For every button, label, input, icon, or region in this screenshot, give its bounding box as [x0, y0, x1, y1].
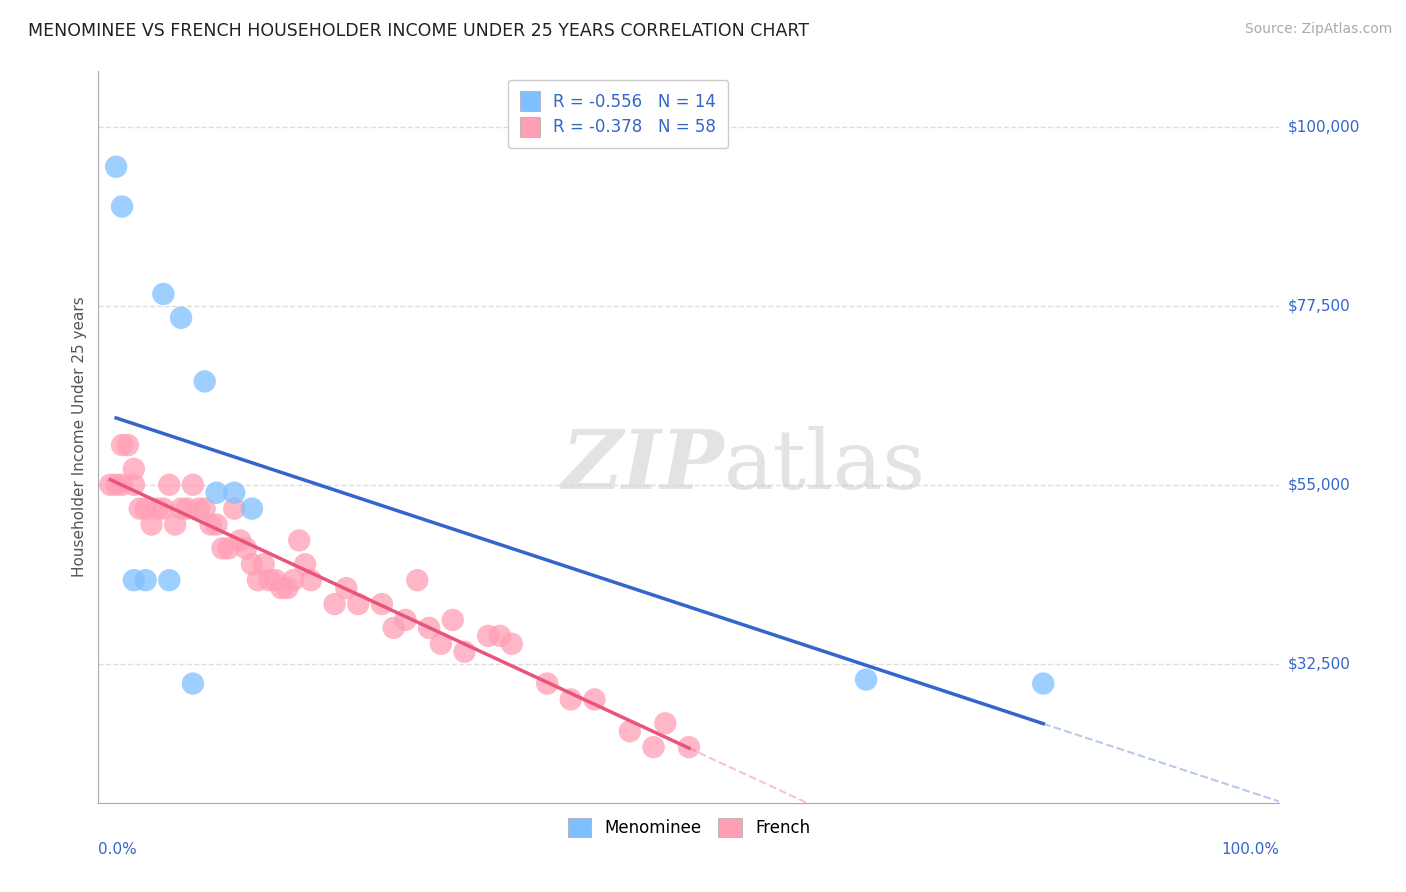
Point — [335, 581, 357, 595]
Point — [105, 160, 128, 174]
Point — [170, 310, 193, 325]
Point — [855, 673, 877, 687]
Point — [619, 724, 641, 739]
Y-axis label: Householder Income Under 25 years: Householder Income Under 25 years — [72, 297, 87, 577]
Point — [152, 501, 174, 516]
Point — [122, 477, 145, 491]
Point — [181, 477, 204, 491]
Point — [253, 558, 276, 572]
Point — [111, 438, 134, 452]
Point — [105, 477, 128, 491]
Point — [200, 517, 222, 532]
Point — [229, 533, 252, 548]
Point — [276, 581, 298, 595]
Point — [583, 692, 606, 706]
Point — [299, 573, 322, 587]
Point — [477, 629, 499, 643]
Point — [135, 573, 157, 587]
Point — [394, 613, 416, 627]
Point — [643, 740, 665, 755]
Point — [146, 501, 169, 516]
Point — [501, 637, 523, 651]
Point — [382, 621, 405, 635]
Point — [224, 485, 246, 500]
Point — [259, 573, 281, 587]
Point — [128, 501, 150, 516]
Text: 100.0%: 100.0% — [1222, 842, 1279, 856]
Text: $100,000: $100,000 — [1288, 120, 1360, 135]
Point — [224, 501, 246, 516]
Point — [170, 501, 193, 516]
Point — [98, 477, 121, 491]
Legend: Menominee, French: Menominee, French — [560, 810, 818, 846]
Point — [371, 597, 394, 611]
Point — [240, 558, 263, 572]
Point — [235, 541, 257, 556]
Point — [489, 629, 512, 643]
Point — [217, 541, 239, 556]
Point — [288, 533, 311, 548]
Point — [264, 573, 287, 587]
Point — [270, 581, 292, 595]
Point — [1032, 676, 1054, 690]
Text: ZIP: ZIP — [562, 426, 724, 507]
Point — [418, 621, 440, 635]
Point — [194, 375, 217, 389]
Point — [157, 477, 180, 491]
Point — [678, 740, 700, 755]
Point — [117, 438, 139, 452]
Point — [283, 573, 305, 587]
Point — [240, 501, 263, 516]
Text: 0.0%: 0.0% — [98, 842, 138, 856]
Text: atlas: atlas — [724, 426, 927, 507]
Point — [406, 573, 429, 587]
Point — [654, 716, 676, 731]
Text: $77,500: $77,500 — [1288, 299, 1351, 313]
Point — [441, 613, 464, 627]
Point — [122, 462, 145, 476]
Point — [194, 501, 217, 516]
Point — [141, 517, 163, 532]
Point — [294, 558, 316, 572]
Point — [122, 573, 145, 587]
Point — [205, 517, 228, 532]
Point — [536, 676, 558, 690]
Text: MENOMINEE VS FRENCH HOUSEHOLDER INCOME UNDER 25 YEARS CORRELATION CHART: MENOMINEE VS FRENCH HOUSEHOLDER INCOME U… — [28, 22, 808, 40]
Point — [453, 645, 475, 659]
Point — [560, 692, 582, 706]
Point — [152, 287, 174, 301]
Point — [205, 485, 228, 500]
Point — [323, 597, 346, 611]
Point — [165, 517, 187, 532]
Point — [111, 200, 134, 214]
Point — [135, 501, 157, 516]
Point — [430, 637, 453, 651]
Point — [157, 573, 180, 587]
Text: Source: ZipAtlas.com: Source: ZipAtlas.com — [1244, 22, 1392, 37]
Point — [176, 501, 198, 516]
Point — [187, 501, 209, 516]
Point — [246, 573, 269, 587]
Text: $32,500: $32,500 — [1288, 657, 1351, 671]
Point — [181, 676, 204, 690]
Point — [111, 477, 134, 491]
Text: $55,000: $55,000 — [1288, 477, 1351, 492]
Point — [347, 597, 370, 611]
Point — [211, 541, 233, 556]
